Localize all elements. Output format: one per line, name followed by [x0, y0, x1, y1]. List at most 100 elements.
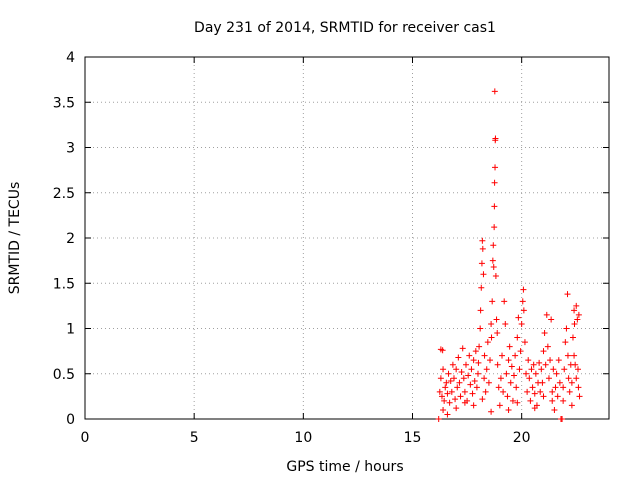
data-point [479, 237, 486, 244]
data-point [559, 416, 566, 422]
data-point [508, 363, 515, 370]
data-point [465, 372, 472, 379]
data-point [528, 366, 535, 373]
data-point [555, 357, 562, 364]
data-point [511, 372, 518, 379]
data-point [560, 397, 567, 404]
data-point [481, 352, 488, 359]
data-point [519, 298, 526, 305]
data-point [517, 348, 524, 355]
data-point [483, 366, 490, 373]
x-tick-label: 20 [513, 430, 531, 446]
data-point [482, 388, 489, 395]
data-point [441, 397, 448, 404]
data-point [543, 311, 550, 318]
y-tick-label: 3.5 [53, 95, 75, 111]
data-point [524, 388, 531, 395]
axis-ticks: 0 5 10 15 20 0 0.5 1 1.5 2 2.5 3 3.5 4 [53, 50, 609, 446]
data-point [540, 393, 547, 400]
data-point [489, 257, 496, 264]
data-point [561, 366, 568, 373]
data-point [489, 298, 496, 305]
data-point [491, 179, 498, 186]
data-point [564, 352, 571, 359]
data-point [545, 375, 552, 382]
data-point [477, 307, 484, 314]
data-point [548, 316, 555, 323]
x-tick-label: 10 [294, 430, 312, 446]
y-tick-label: 3 [66, 141, 75, 157]
data-point [444, 390, 451, 397]
data-point [562, 339, 569, 346]
data-point [455, 354, 462, 361]
data-point [447, 377, 454, 384]
data-point [490, 263, 497, 270]
data-point [574, 366, 581, 373]
x-tick-label: 0 [81, 430, 90, 446]
data-point [501, 298, 508, 305]
data-point [466, 352, 473, 359]
data-point [518, 320, 525, 327]
y-tick-label: 0.5 [53, 367, 75, 383]
data-point [531, 405, 538, 412]
chart-title: Day 231 of 2014, SRMTID for receiver cas… [194, 20, 496, 36]
data-point [460, 375, 467, 382]
data-point [448, 388, 455, 395]
data-point [526, 375, 533, 382]
data-point [491, 203, 498, 210]
data-point [574, 316, 581, 323]
y-tick-label: 4 [66, 50, 75, 66]
data-point [569, 334, 576, 341]
data-point [473, 384, 480, 391]
data-point [547, 357, 554, 364]
data-point [536, 359, 543, 366]
data-point [488, 408, 495, 415]
data-point [471, 377, 478, 384]
data-point [492, 135, 499, 142]
data-point [446, 399, 453, 406]
data-point [504, 393, 511, 400]
data-point [572, 361, 579, 368]
data-point [550, 366, 557, 373]
data-point [542, 361, 549, 368]
data-point [494, 361, 501, 368]
data-point [513, 384, 520, 391]
data-point [493, 316, 500, 323]
data-point [571, 352, 578, 359]
data-point [478, 260, 485, 267]
data-point [573, 302, 580, 309]
data-point [563, 325, 570, 332]
data-point [479, 396, 486, 403]
data-point [566, 388, 573, 395]
data-point [457, 393, 464, 400]
data-point [456, 379, 463, 386]
data-point [461, 399, 468, 406]
x-axis-label: GPS time / hours [286, 459, 403, 475]
data-point [494, 330, 501, 337]
data-point [438, 393, 445, 400]
data-point [537, 388, 544, 395]
data-point [459, 345, 466, 352]
data-point [472, 348, 479, 355]
data-point [505, 357, 512, 364]
data-point [529, 384, 536, 391]
data-point [544, 343, 551, 350]
data-point [505, 406, 512, 413]
data-point [523, 370, 530, 377]
data-point [479, 245, 486, 252]
data-point [531, 390, 538, 397]
data-point [500, 388, 507, 395]
data-point [568, 402, 575, 409]
data-point [440, 406, 447, 413]
data-point [453, 405, 460, 412]
y-tick-label: 1 [66, 322, 75, 338]
data-point [556, 379, 563, 386]
data-point [503, 370, 510, 377]
data-point [480, 271, 487, 278]
data-point [571, 320, 578, 327]
data-point [553, 370, 560, 377]
data-point [475, 359, 482, 366]
data-point [573, 375, 580, 382]
data-point [443, 379, 450, 386]
data-point [541, 330, 548, 337]
